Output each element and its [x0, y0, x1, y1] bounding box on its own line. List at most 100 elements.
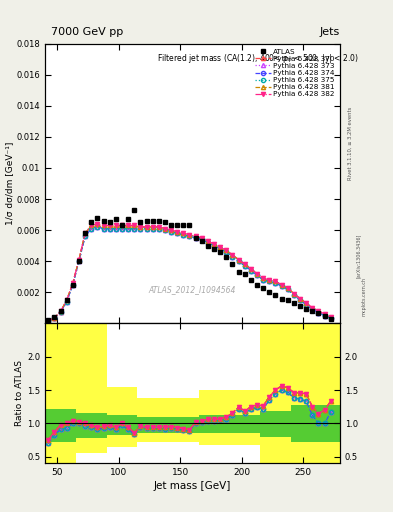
Pythia 6.428 375	[144, 225, 149, 231]
Pythia 6.428 374	[322, 312, 327, 318]
Pythia 6.428 370	[248, 266, 253, 272]
Pythia 6.428 381	[261, 275, 266, 282]
Pythia 6.428 381	[230, 252, 235, 258]
Pythia 6.428 374	[156, 225, 161, 231]
Pythia 6.428 373	[224, 249, 229, 255]
Pythia 6.428 382	[83, 230, 88, 237]
Pythia 6.428 374	[193, 235, 198, 241]
ATLAS	[95, 215, 100, 221]
Pythia 6.428 381	[46, 318, 51, 324]
Pythia 6.428 381	[138, 224, 143, 230]
Pythia 6.428 374	[310, 306, 315, 312]
Pythia 6.428 370	[77, 257, 81, 263]
Pythia 6.428 370	[224, 247, 229, 253]
Pythia 6.428 382	[169, 227, 173, 233]
Pythia 6.428 382	[175, 228, 180, 234]
Pythia 6.428 375	[316, 309, 321, 315]
Pythia 6.428 374	[187, 233, 192, 240]
Pythia 6.428 381	[292, 291, 296, 297]
ATLAS	[261, 285, 266, 291]
Pythia 6.428 374	[212, 243, 217, 249]
Pythia 6.428 375	[255, 272, 259, 279]
Pythia 6.428 373	[114, 225, 118, 231]
Pythia 6.428 374	[329, 315, 333, 321]
Pythia 6.428 382	[304, 300, 309, 306]
Pythia 6.428 374	[107, 225, 112, 231]
Pythia 6.428 373	[58, 309, 63, 315]
Pythia 6.428 370	[292, 291, 296, 297]
Pythia 6.428 374	[138, 225, 143, 231]
Pythia 6.428 373	[273, 280, 278, 286]
Pythia 6.428 370	[206, 238, 210, 244]
Pythia 6.428 370	[230, 252, 235, 258]
Pythia 6.428 382	[64, 297, 69, 303]
Pythia 6.428 374	[58, 309, 63, 315]
Pythia 6.428 374	[230, 253, 235, 260]
Pythia 6.428 375	[298, 297, 302, 303]
Pythia 6.428 373	[150, 225, 155, 231]
Pythia 6.428 381	[119, 222, 124, 228]
Pythia 6.428 375	[273, 280, 278, 286]
ATLAS	[329, 316, 333, 322]
Pythia 6.428 375	[187, 233, 192, 240]
Pythia 6.428 382	[273, 279, 278, 285]
ATLAS	[206, 243, 210, 249]
Pythia 6.428 381	[329, 314, 333, 321]
Pythia 6.428 382	[230, 252, 235, 258]
Pythia 6.428 374	[144, 225, 149, 231]
ATLAS	[150, 218, 155, 224]
Pythia 6.428 370	[316, 308, 321, 314]
Pythia 6.428 370	[322, 311, 327, 317]
Pythia 6.428 373	[248, 267, 253, 273]
Pythia 6.428 381	[169, 227, 173, 233]
ATLAS	[298, 303, 302, 309]
Pythia 6.428 382	[114, 222, 118, 228]
Pythia 6.428 370	[144, 224, 149, 230]
Pythia 6.428 373	[242, 263, 247, 269]
Pythia 6.428 382	[101, 222, 106, 228]
Pythia 6.428 375	[64, 298, 69, 305]
Pythia 6.428 374	[83, 233, 88, 240]
ATLAS	[119, 222, 124, 228]
Pythia 6.428 375	[329, 315, 333, 321]
Pythia 6.428 375	[175, 230, 180, 237]
Line: ATLAS: ATLAS	[46, 207, 333, 323]
Pythia 6.428 373	[304, 302, 309, 308]
Pythia 6.428 374	[169, 228, 173, 234]
ATLAS	[107, 219, 112, 225]
Pythia 6.428 373	[298, 297, 302, 303]
Pythia 6.428 381	[218, 244, 222, 250]
Pythia 6.428 382	[206, 238, 210, 244]
Line: Pythia 6.428 382: Pythia 6.428 382	[46, 222, 333, 323]
Pythia 6.428 370	[163, 225, 167, 231]
Pythia 6.428 373	[236, 258, 241, 264]
Text: mcplots.cern.ch: mcplots.cern.ch	[362, 278, 367, 316]
Pythia 6.428 370	[242, 261, 247, 267]
ATLAS	[144, 218, 149, 224]
Pythia 6.428 370	[329, 314, 333, 321]
Pythia 6.428 373	[193, 235, 198, 241]
Pythia 6.428 373	[175, 230, 180, 237]
Pythia 6.428 373	[212, 243, 217, 249]
Pythia 6.428 373	[261, 277, 266, 283]
Pythia 6.428 370	[101, 224, 106, 230]
Pythia 6.428 370	[46, 318, 51, 324]
ATLAS	[58, 308, 63, 314]
Pythia 6.428 374	[242, 263, 247, 269]
Pythia 6.428 373	[77, 258, 81, 264]
Pythia 6.428 375	[119, 225, 124, 231]
Pythia 6.428 382	[248, 266, 253, 272]
Pythia 6.428 370	[150, 224, 155, 230]
ATLAS	[83, 230, 88, 237]
Pythia 6.428 381	[107, 222, 112, 228]
Pythia 6.428 381	[150, 224, 155, 230]
Pythia 6.428 382	[212, 241, 217, 247]
Pythia 6.428 373	[322, 312, 327, 318]
ATLAS	[77, 258, 81, 264]
Pythia 6.428 374	[255, 272, 259, 279]
ATLAS	[52, 314, 57, 321]
ATLAS	[316, 309, 321, 315]
Text: [arXiv:1306.3436]: [arXiv:1306.3436]	[356, 234, 361, 278]
Pythia 6.428 382	[187, 232, 192, 238]
Pythia 6.428 373	[83, 233, 88, 240]
